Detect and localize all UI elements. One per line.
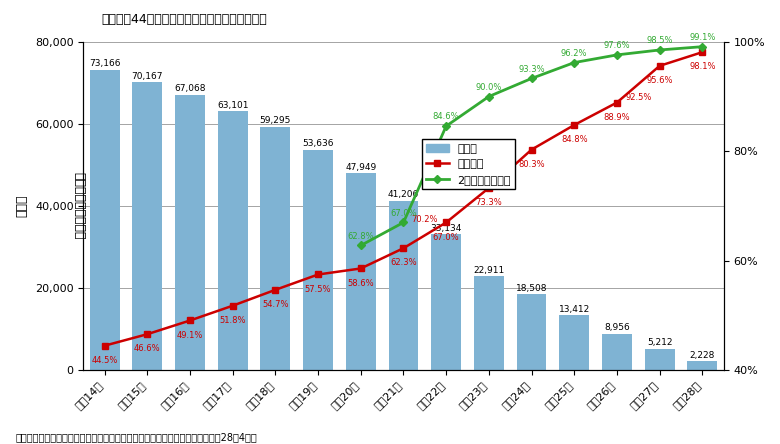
Bar <box>388 201 418 370</box>
Text: 54.7%: 54.7% <box>262 300 289 309</box>
Bar <box>687 361 718 370</box>
Text: 84.8%: 84.8% <box>561 135 587 144</box>
Text: 47,949: 47,949 <box>346 163 377 172</box>
Text: 33,134: 33,134 <box>431 224 462 233</box>
Bar <box>645 349 675 370</box>
Bar <box>90 70 119 370</box>
Bar <box>516 294 547 370</box>
Legend: 残棟数, 耐震化率, 2次診断等実施率: 残棟数, 耐震化率, 2次診断等実施率 <box>422 139 516 189</box>
Bar <box>559 315 589 370</box>
Text: 96.2%: 96.2% <box>561 49 587 58</box>
Text: 93.3%: 93.3% <box>518 64 545 74</box>
Text: 18,508: 18,508 <box>516 284 548 293</box>
Text: 95.6%: 95.6% <box>647 76 673 85</box>
Text: 5,212: 5,212 <box>647 338 672 347</box>
Text: 46.6%: 46.6% <box>134 345 161 353</box>
Text: 44.5%: 44.5% <box>91 356 118 365</box>
Bar <box>261 127 290 370</box>
Text: 63,101: 63,101 <box>217 100 249 110</box>
Y-axis label: 残棟数: 残棟数 <box>15 195 28 217</box>
Text: 53,636: 53,636 <box>303 139 334 148</box>
Text: 92.5%: 92.5% <box>625 93 651 102</box>
Text: 67,068: 67,068 <box>174 84 206 93</box>
Bar <box>474 276 504 370</box>
Bar <box>602 333 632 370</box>
Text: 出典：文部科学省「公立学校施設の耐震改修状況調査の結果について」（平成28年4月）: 出典：文部科学省「公立学校施設の耐震改修状況調査の結果について」（平成28年4月… <box>16 432 257 442</box>
Bar <box>303 150 333 370</box>
Text: 80.3%: 80.3% <box>518 160 545 169</box>
Text: 62.3%: 62.3% <box>390 258 417 267</box>
Text: 51.8%: 51.8% <box>219 316 246 325</box>
Text: 2,228: 2,228 <box>690 350 715 360</box>
Bar <box>175 95 205 370</box>
Bar <box>133 82 162 370</box>
Text: 41,206: 41,206 <box>388 190 419 199</box>
Bar <box>218 111 248 370</box>
Text: 73.3%: 73.3% <box>476 198 502 207</box>
Text: 84.6%: 84.6% <box>433 112 459 121</box>
Text: 13,412: 13,412 <box>558 305 590 313</box>
Text: 67.0%: 67.0% <box>433 233 459 242</box>
Text: 99.1%: 99.1% <box>689 33 715 42</box>
Text: 57.5%: 57.5% <box>305 285 332 294</box>
Text: 59,295: 59,295 <box>260 116 291 125</box>
Text: 22,911: 22,911 <box>473 266 505 274</box>
Text: 97.6%: 97.6% <box>604 41 630 50</box>
Text: 附属資料44　公立小中学校施設の耐震化の状況: 附属資料44 公立小中学校施設の耐震化の状況 <box>101 13 267 26</box>
Text: 62.8%: 62.8% <box>347 231 374 241</box>
Text: 98.1%: 98.1% <box>689 63 715 71</box>
Y-axis label: 耐震化率及び実施率: 耐震化率及び実施率 <box>73 172 85 240</box>
Text: 70.2%: 70.2% <box>412 215 438 224</box>
Text: 70,167: 70,167 <box>132 71 163 80</box>
Bar <box>431 234 461 370</box>
Text: 90.0%: 90.0% <box>476 83 502 91</box>
Text: 8,956: 8,956 <box>604 323 629 332</box>
Text: 67.0%: 67.0% <box>390 209 417 218</box>
Text: 73,166: 73,166 <box>89 59 120 68</box>
Text: 49.1%: 49.1% <box>177 331 204 340</box>
Text: 58.6%: 58.6% <box>347 279 374 288</box>
Text: 98.5%: 98.5% <box>647 36 673 45</box>
Text: 88.9%: 88.9% <box>604 113 630 122</box>
Bar <box>346 174 376 370</box>
